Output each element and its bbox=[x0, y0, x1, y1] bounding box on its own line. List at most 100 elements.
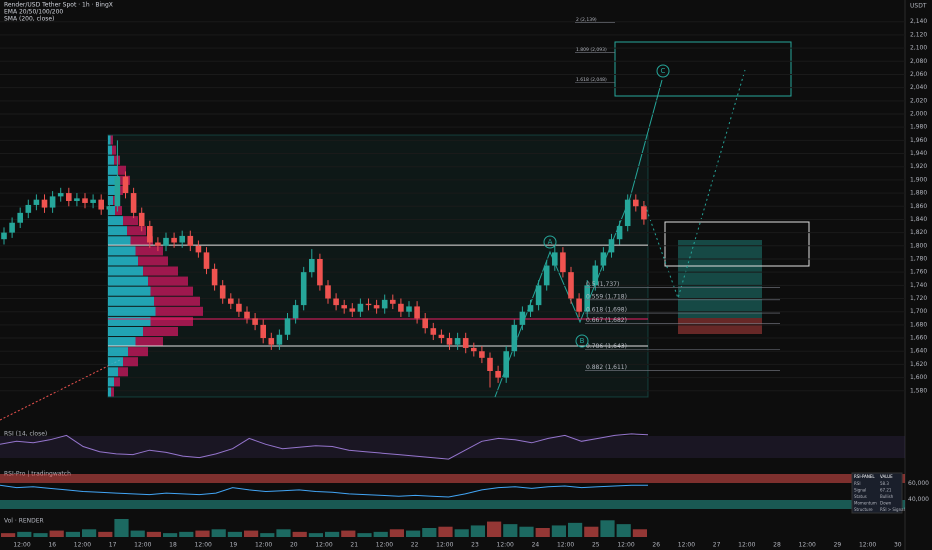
profile-bar bbox=[108, 145, 116, 155]
candle-body bbox=[179, 235, 185, 243]
candle-body bbox=[357, 303, 364, 312]
candle-body bbox=[74, 198, 80, 201]
fib-label: 0.667 (1,682) bbox=[586, 317, 627, 324]
candle-body bbox=[122, 176, 129, 194]
candle-body bbox=[155, 242, 161, 246]
panel bbox=[851, 472, 903, 514]
wave-label: A bbox=[548, 238, 553, 246]
volume-bar bbox=[600, 520, 615, 537]
candle-body bbox=[252, 318, 258, 325]
wave-line bbox=[494, 79, 663, 398]
candle-body bbox=[608, 239, 615, 253]
profile-bar bbox=[108, 316, 193, 326]
y-tick-label: 1,820 bbox=[910, 229, 927, 236]
profile-bar bbox=[108, 326, 178, 337]
volume-bar bbox=[373, 531, 388, 537]
candle-body bbox=[349, 308, 356, 312]
candle-body bbox=[430, 328, 437, 335]
fib-label: 0.618 (1,698) bbox=[586, 307, 627, 314]
y-tick-label: 1,660 bbox=[910, 335, 927, 342]
y-tick-label: 1,680 bbox=[910, 321, 927, 328]
candle-body bbox=[333, 298, 339, 306]
x-tick-label: 12:00 bbox=[678, 542, 695, 549]
volume-bar bbox=[146, 531, 161, 537]
y-tick-label: 1,620 bbox=[910, 361, 927, 368]
x-tick-label: 24 bbox=[532, 542, 540, 549]
x-tick-label: 22 bbox=[411, 542, 419, 549]
volume-bar bbox=[308, 533, 323, 537]
profile-bar bbox=[108, 377, 120, 387]
profile-bar bbox=[108, 306, 203, 316]
table-cell: RSI > Signal bbox=[880, 507, 905, 512]
table-cell: Bullish bbox=[880, 494, 894, 499]
pane-title: Vol · RENDER bbox=[4, 518, 44, 525]
volume-bar bbox=[503, 524, 518, 537]
candle-body bbox=[9, 222, 15, 233]
profile-bar bbox=[108, 195, 118, 206]
candle-body bbox=[398, 303, 404, 312]
table-header: VALUE bbox=[880, 474, 893, 479]
profile-bar bbox=[108, 206, 122, 216]
volume-bar bbox=[632, 529, 647, 537]
x-tick-label: 12:00 bbox=[74, 542, 91, 549]
fib-label: 0.559 (1,718) bbox=[586, 293, 627, 300]
os-band bbox=[0, 500, 905, 509]
profile-bar bbox=[108, 286, 193, 296]
y-tick-label: 1,920 bbox=[910, 163, 927, 170]
profile-bar bbox=[108, 236, 153, 246]
candle-body bbox=[414, 306, 420, 319]
candle-body bbox=[390, 299, 396, 304]
volume-bar bbox=[163, 533, 178, 537]
candle-body bbox=[584, 285, 590, 312]
y-tick-label: 1,980 bbox=[910, 124, 927, 131]
candle-body bbox=[114, 176, 121, 207]
ob-band bbox=[0, 474, 905, 483]
title: Render/USD Tether Spot · 1h · BingX bbox=[4, 2, 113, 9]
candle-body bbox=[138, 212, 145, 227]
x-tick-label: 27 bbox=[713, 542, 721, 549]
candle-body bbox=[633, 199, 639, 207]
rsi-line bbox=[0, 433, 649, 460]
fib-label: 0.786 (1,643) bbox=[586, 343, 627, 350]
x-tick-label: 12:00 bbox=[617, 542, 634, 549]
profile-bar bbox=[108, 216, 138, 226]
candle-body bbox=[422, 318, 428, 329]
profile-bar bbox=[108, 155, 120, 165]
candle-body bbox=[560, 252, 566, 273]
volume-bar bbox=[1, 533, 16, 537]
candle-body bbox=[17, 212, 23, 223]
x-tick-label: 30 bbox=[894, 542, 902, 549]
x-tick-label: 20 bbox=[290, 542, 298, 549]
currency: USDT bbox=[910, 3, 927, 10]
candle-body bbox=[454, 338, 461, 345]
x-tick-label: 12:00 bbox=[859, 542, 876, 549]
y-tick-label: 1,640 bbox=[910, 348, 927, 355]
candle-body bbox=[325, 285, 331, 299]
x-tick-label: 12:00 bbox=[497, 542, 514, 549]
x-tick-label: 12:00 bbox=[134, 542, 151, 549]
volume-bar bbox=[454, 529, 469, 537]
candle-body bbox=[228, 298, 234, 304]
x-tick-label: 16 bbox=[48, 542, 56, 549]
candle-body bbox=[624, 199, 631, 227]
x-tick-label: 23 bbox=[471, 542, 479, 549]
x-tick-label: 12:00 bbox=[315, 542, 332, 549]
y-tick-label: 2,020 bbox=[910, 97, 927, 104]
x-tick-label: 12:00 bbox=[799, 542, 816, 549]
fib-label: 1.809 (2,093) bbox=[576, 47, 607, 53]
candle-body bbox=[479, 351, 485, 358]
profile-box bbox=[107, 134, 649, 398]
candle-body bbox=[616, 226, 623, 240]
candle-body bbox=[381, 299, 388, 309]
candle-body bbox=[495, 371, 501, 378]
candle-body bbox=[365, 303, 372, 306]
volume-bar bbox=[82, 529, 97, 537]
x-tick-label: 12:00 bbox=[13, 542, 30, 549]
pane-title: RSI (14, close) bbox=[4, 431, 47, 438]
candle-body bbox=[576, 298, 582, 312]
candle-body bbox=[130, 193, 137, 213]
candle-body bbox=[82, 198, 88, 203]
candle-body bbox=[373, 305, 380, 309]
candle-body bbox=[211, 268, 218, 286]
candle-body bbox=[171, 237, 177, 243]
